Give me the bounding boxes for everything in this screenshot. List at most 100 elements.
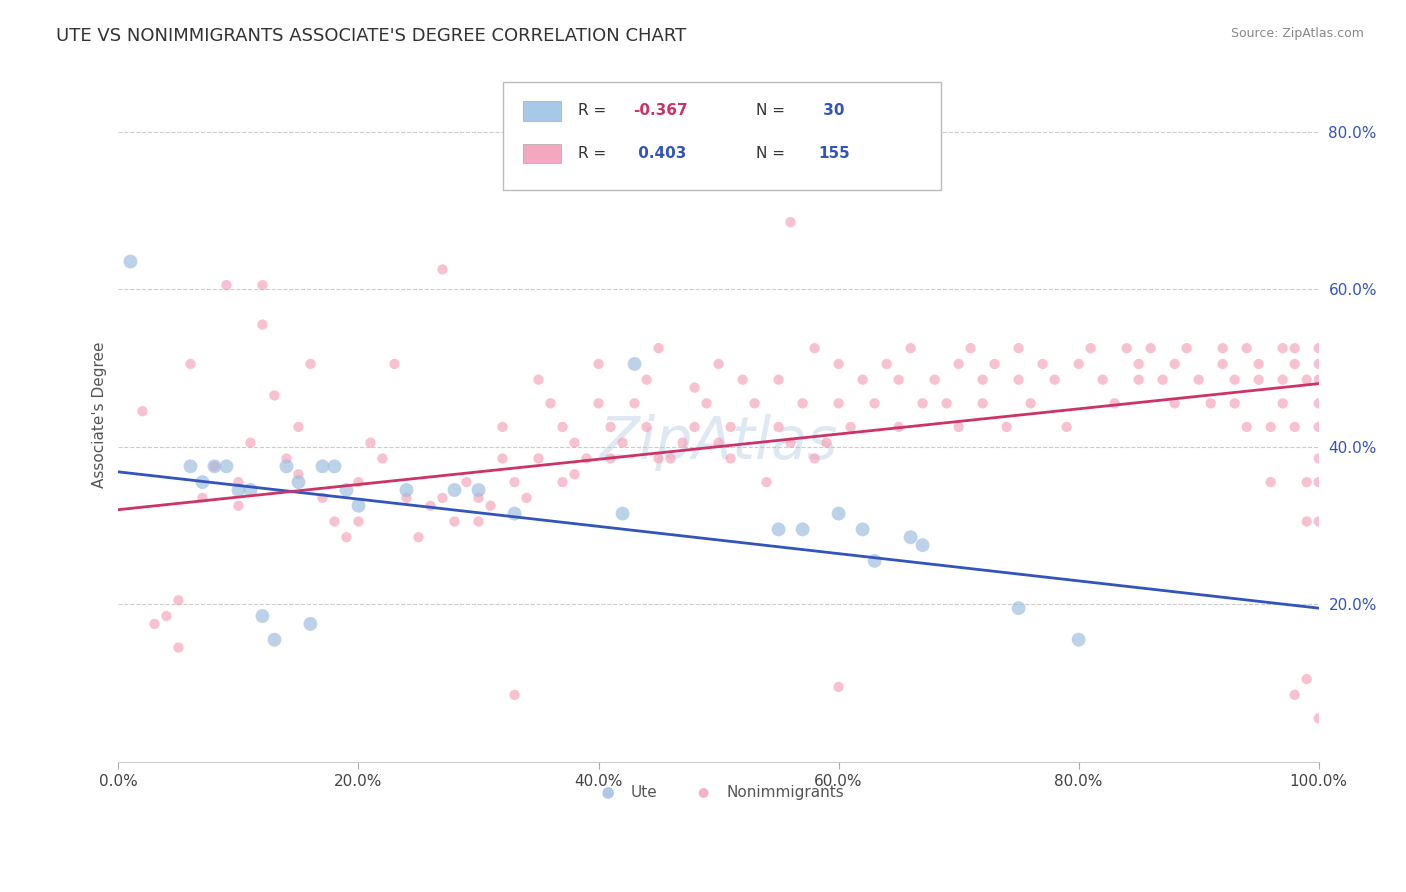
Point bbox=[863, 554, 886, 568]
Point bbox=[1308, 475, 1330, 489]
Point bbox=[599, 451, 621, 466]
Point bbox=[503, 688, 526, 702]
Point bbox=[347, 475, 370, 489]
Point bbox=[647, 451, 669, 466]
Point bbox=[827, 396, 849, 410]
Point bbox=[419, 499, 441, 513]
Text: R =: R = bbox=[578, 103, 612, 119]
Point bbox=[1271, 341, 1294, 355]
Point bbox=[1019, 396, 1042, 410]
Point bbox=[1175, 341, 1198, 355]
Y-axis label: Associate's Degree: Associate's Degree bbox=[93, 342, 107, 489]
Point bbox=[623, 357, 645, 371]
Point bbox=[443, 515, 465, 529]
Point bbox=[564, 435, 586, 450]
Text: UTE VS NONIMMIGRANTS ASSOCIATE'S DEGREE CORRELATION CHART: UTE VS NONIMMIGRANTS ASSOCIATE'S DEGREE … bbox=[56, 27, 686, 45]
Point bbox=[1236, 420, 1258, 434]
FancyBboxPatch shape bbox=[502, 82, 941, 190]
Point bbox=[1284, 420, 1306, 434]
Point bbox=[239, 483, 262, 497]
Point bbox=[911, 538, 934, 552]
Point bbox=[768, 420, 790, 434]
Point bbox=[215, 278, 238, 293]
FancyBboxPatch shape bbox=[523, 101, 561, 120]
Point bbox=[779, 435, 801, 450]
Point bbox=[1284, 341, 1306, 355]
Point bbox=[1008, 341, 1031, 355]
Point bbox=[527, 451, 550, 466]
Point bbox=[1271, 396, 1294, 410]
Point bbox=[276, 451, 298, 466]
Point bbox=[948, 420, 970, 434]
Point bbox=[287, 475, 309, 489]
Point bbox=[1295, 475, 1317, 489]
Point bbox=[755, 475, 778, 489]
Point bbox=[768, 522, 790, 536]
Point bbox=[852, 522, 875, 536]
Point bbox=[1152, 373, 1174, 387]
Point bbox=[1128, 357, 1150, 371]
Point bbox=[1295, 373, 1317, 387]
Point bbox=[239, 435, 262, 450]
Point bbox=[1223, 373, 1246, 387]
Point bbox=[191, 491, 214, 505]
Point bbox=[432, 491, 454, 505]
Point bbox=[479, 499, 502, 513]
Point bbox=[395, 491, 418, 505]
Text: 155: 155 bbox=[818, 146, 851, 161]
Point bbox=[1260, 420, 1282, 434]
Point bbox=[995, 420, 1018, 434]
Point bbox=[1247, 357, 1270, 371]
Point bbox=[347, 499, 370, 513]
Point bbox=[1308, 373, 1330, 387]
Point bbox=[491, 451, 513, 466]
Point bbox=[731, 373, 754, 387]
Point bbox=[972, 373, 994, 387]
Point bbox=[191, 475, 214, 489]
Text: N =: N = bbox=[756, 103, 790, 119]
Point bbox=[347, 515, 370, 529]
Point bbox=[408, 530, 430, 544]
Point bbox=[1284, 688, 1306, 702]
Point bbox=[456, 475, 478, 489]
Point bbox=[827, 680, 849, 694]
Point bbox=[1295, 515, 1317, 529]
Point bbox=[467, 483, 489, 497]
Point bbox=[827, 357, 849, 371]
Point bbox=[852, 373, 875, 387]
Point bbox=[503, 507, 526, 521]
Point bbox=[131, 404, 153, 418]
Point bbox=[503, 475, 526, 489]
Point bbox=[228, 499, 250, 513]
Point bbox=[1008, 373, 1031, 387]
Point bbox=[707, 435, 730, 450]
Point bbox=[1067, 632, 1090, 647]
Point bbox=[768, 373, 790, 387]
Point bbox=[683, 420, 706, 434]
Point bbox=[803, 341, 825, 355]
Point bbox=[1247, 373, 1270, 387]
Point bbox=[1223, 396, 1246, 410]
Point bbox=[1308, 420, 1330, 434]
Point bbox=[287, 420, 309, 434]
Point bbox=[527, 373, 550, 387]
Point bbox=[1308, 711, 1330, 725]
Point bbox=[612, 435, 634, 450]
Point bbox=[1199, 396, 1222, 410]
Point bbox=[1188, 373, 1211, 387]
Point bbox=[612, 507, 634, 521]
Point bbox=[1308, 515, 1330, 529]
Text: ZipAtlas: ZipAtlas bbox=[599, 415, 838, 471]
Point bbox=[432, 262, 454, 277]
Point bbox=[972, 396, 994, 410]
Point bbox=[323, 515, 346, 529]
Point bbox=[1260, 475, 1282, 489]
Point bbox=[1212, 341, 1234, 355]
FancyBboxPatch shape bbox=[523, 145, 561, 163]
Point bbox=[720, 451, 742, 466]
Point bbox=[588, 357, 610, 371]
Point bbox=[744, 396, 766, 410]
Point bbox=[1308, 451, 1330, 466]
Point bbox=[900, 530, 922, 544]
Point bbox=[1128, 373, 1150, 387]
